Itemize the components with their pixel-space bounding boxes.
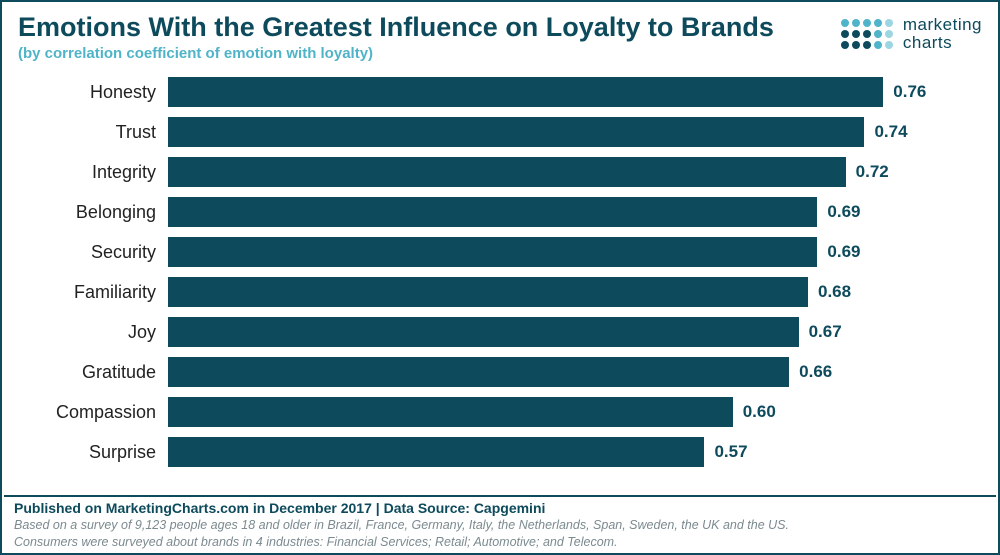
value-label: 0.69 xyxy=(827,202,860,222)
category-label: Integrity xyxy=(18,162,168,183)
category-label: Honesty xyxy=(18,82,168,103)
published-line: Published on MarketingCharts.com in Dece… xyxy=(2,497,998,517)
category-label: Gratitude xyxy=(18,362,168,383)
bar xyxy=(168,397,733,427)
bar-row: Honesty 0.76 xyxy=(18,72,968,112)
value-label: 0.76 xyxy=(893,82,926,102)
footnote-1: Based on a survey of 9,123 people ages 1… xyxy=(2,517,998,534)
logo-dot xyxy=(841,19,849,27)
brand-logo: marketing charts xyxy=(841,12,982,52)
logo-dot xyxy=(841,41,849,49)
bar-chart: Honesty 0.76 Trust 0.74 Integrity 0.72 Belongi… xyxy=(2,66,998,476)
logo-dot xyxy=(863,30,871,38)
chart-subtitle: (by correlation coefficient of emotion w… xyxy=(18,45,841,62)
logo-dot xyxy=(885,30,893,38)
bar xyxy=(168,277,808,307)
bar-row: Belonging 0.69 xyxy=(18,192,968,232)
chart-title: Emotions With the Greatest Influence on … xyxy=(18,12,841,43)
category-label: Compassion xyxy=(18,402,168,423)
value-label: 0.57 xyxy=(714,442,747,462)
logo-dot xyxy=(874,30,882,38)
bar xyxy=(168,197,817,227)
value-label: 0.69 xyxy=(827,242,860,262)
bar xyxy=(168,237,817,267)
logo-dot xyxy=(874,41,882,49)
bar-row: Gratitude 0.66 xyxy=(18,352,968,392)
bar-row: Security 0.69 xyxy=(18,232,968,272)
category-label: Joy xyxy=(18,322,168,343)
bar-row: Joy 0.67 xyxy=(18,312,968,352)
bar-track: 0.68 xyxy=(168,272,968,312)
value-label: 0.67 xyxy=(809,322,842,342)
value-label: 0.60 xyxy=(743,402,776,422)
bar-track: 0.60 xyxy=(168,392,968,432)
category-label: Surprise xyxy=(18,442,168,463)
bar-row: Compassion 0.60 xyxy=(18,392,968,432)
footer: Published on MarketingCharts.com in Dece… xyxy=(2,495,998,553)
bar-track: 0.76 xyxy=(168,72,968,112)
category-label: Familiarity xyxy=(18,282,168,303)
logo-text: marketing charts xyxy=(903,16,982,52)
bar-row: Surprise 0.57 xyxy=(18,432,968,472)
bar-row: Familiarity 0.68 xyxy=(18,272,968,312)
bar-row: Integrity 0.72 xyxy=(18,152,968,192)
bar-track: 0.57 xyxy=(168,432,968,472)
footnote-2: Consumers were surveyed about brands in … xyxy=(2,534,998,551)
bar-track: 0.66 xyxy=(168,352,968,392)
value-label: 0.74 xyxy=(874,122,907,142)
bar xyxy=(168,317,799,347)
logo-dot xyxy=(852,19,860,27)
value-label: 0.72 xyxy=(856,162,889,182)
logo-dot xyxy=(852,30,860,38)
logo-dot xyxy=(841,30,849,38)
logo-dot xyxy=(863,41,871,49)
bar xyxy=(168,437,704,467)
bar-track: 0.72 xyxy=(168,152,968,192)
bar-track: 0.69 xyxy=(168,232,968,272)
bar-row: Trust 0.74 xyxy=(18,112,968,152)
header: Emotions With the Greatest Influence on … xyxy=(2,2,998,66)
logo-dots-icon xyxy=(841,19,893,49)
title-block: Emotions With the Greatest Influence on … xyxy=(18,12,841,62)
logo-dot xyxy=(885,41,893,49)
logo-word-2: charts xyxy=(903,34,982,52)
bar xyxy=(168,357,789,387)
category-label: Trust xyxy=(18,122,168,143)
logo-dot xyxy=(852,41,860,49)
bar xyxy=(168,77,883,107)
category-label: Belonging xyxy=(18,202,168,223)
bar-track: 0.69 xyxy=(168,192,968,232)
value-label: 0.68 xyxy=(818,282,851,302)
category-label: Security xyxy=(18,242,168,263)
bar-track: 0.74 xyxy=(168,112,968,152)
logo-dot xyxy=(874,19,882,27)
logo-word-1: marketing xyxy=(903,16,982,34)
value-label: 0.66 xyxy=(799,362,832,382)
bar xyxy=(168,117,864,147)
bar-track: 0.67 xyxy=(168,312,968,352)
bar xyxy=(168,157,846,187)
logo-dot xyxy=(863,19,871,27)
logo-dot xyxy=(885,19,893,27)
